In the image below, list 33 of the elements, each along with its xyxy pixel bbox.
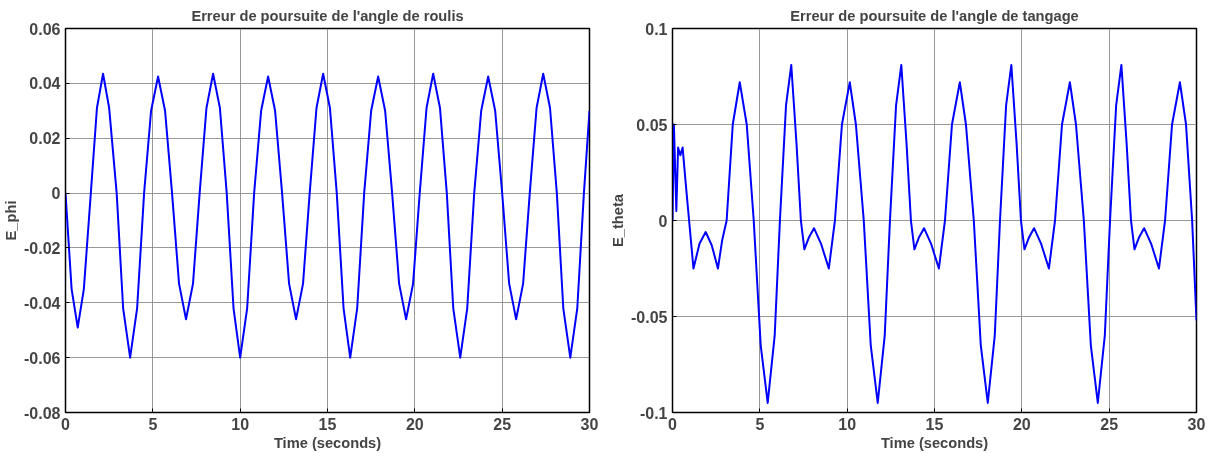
line-series — [672, 63, 1197, 404]
x-axis-title: Time (seconds) — [273, 434, 382, 451]
y-tick-label: -0.05 — [631, 308, 668, 326]
y-axis-title: E_theta — [610, 193, 627, 247]
x-tick-label: 5 — [148, 415, 158, 433]
y-tick-label: -0.02 — [24, 239, 61, 257]
y-tick-label: -0.04 — [24, 294, 61, 312]
y-tick-label: 0.04 — [29, 75, 61, 93]
x-axis-title: Time (seconds) — [880, 434, 989, 451]
chart-title: Erreur de poursuite de l'angle de roulis — [191, 7, 464, 24]
x-tick-label: 15 — [318, 415, 337, 433]
y-tick-label: 0.1 — [645, 20, 668, 38]
x-tick-label: 15 — [925, 415, 944, 433]
y-tick-label: -0.08 — [24, 404, 61, 422]
y-tick-label: 0.05 — [636, 116, 668, 134]
y-tick-label: 0 — [51, 185, 61, 203]
x-tick-label: 20 — [1012, 415, 1031, 433]
y-tick-label: -0.06 — [24, 349, 61, 367]
x-tick-label: 30 — [580, 415, 599, 433]
chart-title: Erreur de poursuite de l'angle de tangage — [790, 7, 1079, 24]
x-tick-label: 25 — [1100, 415, 1119, 433]
x-tick-label: 5 — [755, 415, 765, 433]
y-tick-label: 0.02 — [29, 130, 61, 148]
y-axis-title: E_phi — [3, 200, 20, 241]
y-tick-label: 0 — [658, 212, 668, 230]
x-tick-label: 10 — [231, 415, 250, 433]
x-tick-label: 20 — [405, 415, 424, 433]
x-tick-label: 30 — [1187, 415, 1206, 433]
line-series — [65, 72, 590, 359]
x-tick-label: 10 — [838, 415, 857, 433]
y-tick-label: -0.1 — [639, 404, 668, 422]
y-tick-label: 0.06 — [29, 20, 61, 38]
x-tick-label: 25 — [493, 415, 512, 433]
